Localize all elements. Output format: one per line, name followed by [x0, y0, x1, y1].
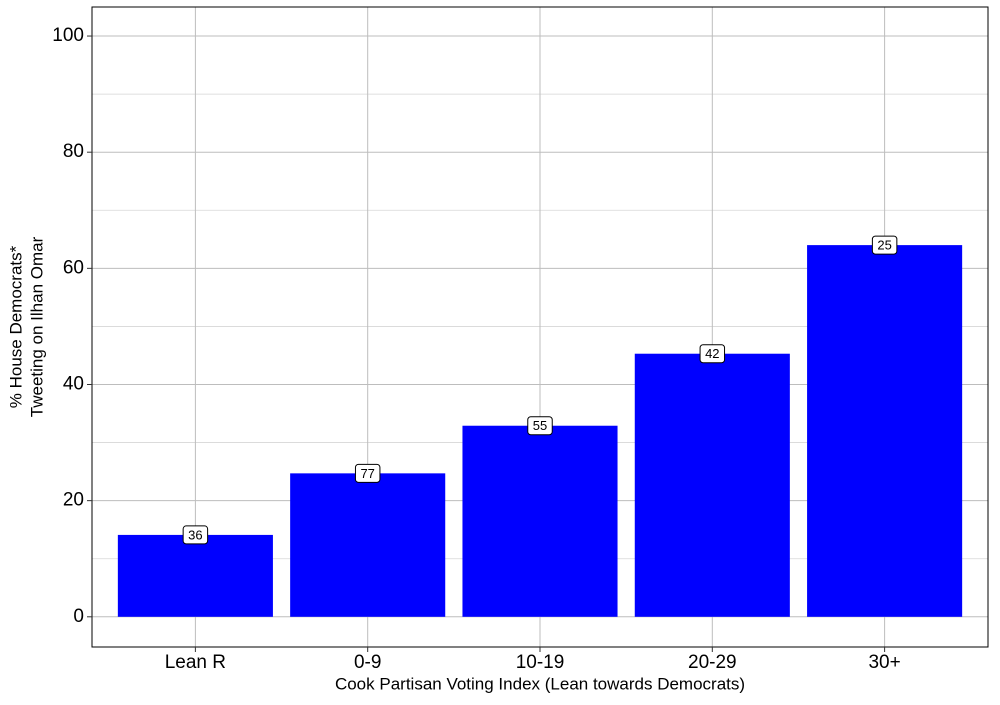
y-axis-title: Tweeting on Ilhan Omar [27, 236, 46, 417]
grid [92, 7, 988, 647]
bar [117, 534, 273, 617]
bar-label: 55 [533, 418, 547, 433]
bar [290, 473, 446, 617]
x-tick-label: 20-29 [688, 652, 737, 673]
bar [462, 425, 618, 617]
bar [634, 353, 790, 617]
y-tick-label: 20 [63, 490, 84, 511]
bar [807, 245, 963, 617]
bar-label-box [699, 344, 726, 364]
y-axis-title: % House Democrats* [6, 245, 25, 408]
x-tick-label: Lean R [165, 652, 226, 673]
y-tick-label: 100 [52, 25, 84, 46]
bar-label: 25 [877, 238, 891, 253]
x-tick-label: 10-19 [516, 652, 565, 673]
y-tick-label: 40 [63, 374, 84, 395]
x-tick-label: 30+ [868, 652, 900, 673]
bars [117, 245, 963, 617]
bar-label-box [182, 525, 209, 545]
bar-label: 77 [360, 466, 374, 481]
y-tick-label: 60 [63, 257, 84, 278]
x-axis-title: Cook Partisan Voting Index (Lean towards… [335, 674, 745, 693]
y-tick-label: 80 [63, 141, 84, 162]
bar-label-box [527, 416, 553, 436]
bar-label-box [871, 235, 898, 255]
bar-label-box [354, 463, 381, 483]
bar-label: 36 [188, 527, 202, 542]
x-tick-label: 0-9 [354, 652, 381, 673]
bar-label: 42 [705, 346, 719, 361]
y-tick-label: 0 [73, 606, 84, 627]
